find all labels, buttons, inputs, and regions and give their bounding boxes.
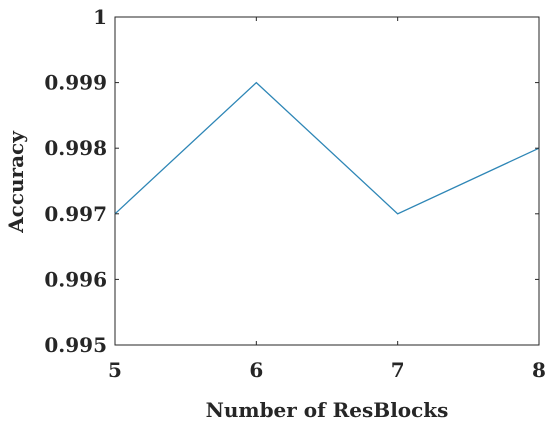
series-line-0 xyxy=(114,81,540,215)
y-axis-title: Accuracy xyxy=(4,130,28,234)
y-tick-label: 0.998 xyxy=(44,136,107,160)
axes-box xyxy=(114,16,540,346)
x-tick-label: 8 xyxy=(532,358,546,382)
x-axis: 5 6 7 8 xyxy=(108,17,546,382)
x-tick-label: 6 xyxy=(249,358,263,382)
y-tick-label: 0.995 xyxy=(44,333,107,357)
y-tick-label: 1 xyxy=(93,5,107,29)
x-axis-title: Number of ResBlocks xyxy=(206,398,449,422)
y-axis: 0.995 0.996 0.997 0.998 0.999 1 xyxy=(44,5,539,357)
y-tick-label: 0.999 xyxy=(44,71,107,95)
y-tick-label: 0.997 xyxy=(44,202,107,226)
x-tick-label: 5 xyxy=(108,358,122,382)
y-tick-label: 0.996 xyxy=(44,267,107,291)
plot-area xyxy=(114,16,540,346)
x-tick-label: 7 xyxy=(391,358,405,382)
